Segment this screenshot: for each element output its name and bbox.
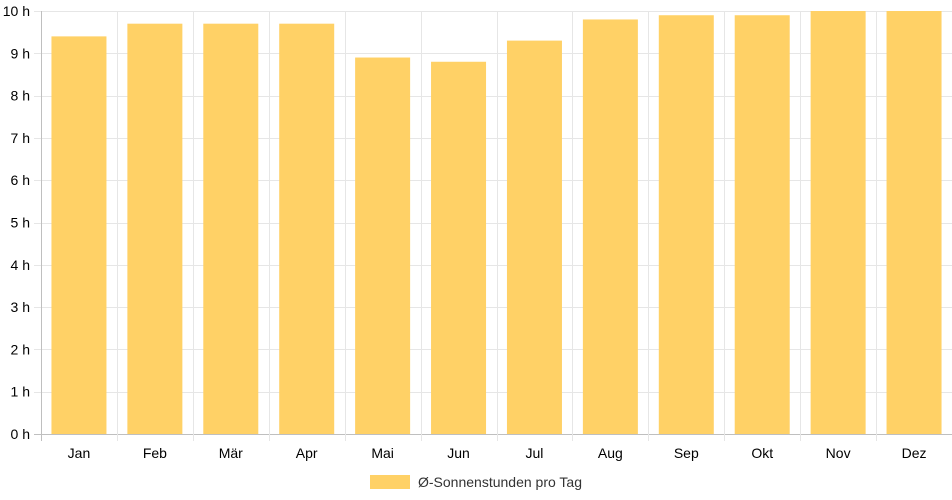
bar-mai[interactable] bbox=[355, 57, 411, 434]
y-tick-label: 4 h bbox=[11, 257, 30, 273]
x-tick-label: Mär bbox=[219, 445, 243, 461]
grid-lines bbox=[34, 11, 952, 441]
x-tick-label: Sep bbox=[674, 445, 699, 461]
bar-nov[interactable] bbox=[810, 11, 866, 434]
bar-sep[interactable] bbox=[658, 15, 714, 434]
bars bbox=[51, 11, 942, 435]
bar-jan[interactable] bbox=[51, 36, 107, 434]
bar-jul[interactable] bbox=[506, 40, 562, 435]
x-tick-label: Jul bbox=[526, 445, 544, 461]
y-tick-label: 0 h bbox=[11, 426, 30, 442]
y-tick-label: 7 h bbox=[11, 130, 30, 146]
x-tick-label: Apr bbox=[296, 445, 318, 461]
bar-feb[interactable] bbox=[127, 23, 183, 434]
bar-apr[interactable] bbox=[279, 23, 335, 434]
x-tick-label: Aug bbox=[598, 445, 623, 461]
legend-label[interactable]: Ø-Sonnenstunden pro Tag bbox=[418, 474, 582, 490]
x-tick-label: Nov bbox=[826, 445, 851, 461]
bar-mär[interactable] bbox=[203, 23, 259, 434]
x-axis-tick-labels: Jan Feb Mär Apr Mai Jun Jul Aug Sep Okt Nov Dez bbox=[68, 445, 927, 461]
legend[interactable]: Ø-Sonnenstunden pro Tag bbox=[370, 474, 582, 490]
y-tick-label: 1 h bbox=[11, 384, 30, 400]
bar-okt[interactable] bbox=[734, 15, 790, 434]
y-tick-label: 10 h bbox=[3, 3, 30, 19]
x-tick-label: Mai bbox=[371, 445, 394, 461]
x-tick-label: Dez bbox=[902, 445, 927, 461]
x-tick-label: Okt bbox=[751, 445, 773, 461]
x-tick-label: Feb bbox=[143, 445, 167, 461]
y-tick-label: 2 h bbox=[11, 341, 30, 357]
y-tick-label: 8 h bbox=[11, 88, 30, 104]
x-tick-label: Jun bbox=[447, 445, 470, 461]
y-tick-label: 6 h bbox=[11, 172, 30, 188]
bar-jun[interactable] bbox=[431, 61, 487, 434]
y-tick-label: 5 h bbox=[11, 215, 30, 231]
y-axis-tick-labels: 0 h 1 h 2 h 3 h 4 h 5 h 6 h 7 h 8 h 9 h 10 h bbox=[3, 3, 30, 442]
legend-swatch[interactable] bbox=[370, 475, 410, 489]
bar-aug[interactable] bbox=[582, 19, 638, 435]
y-tick-label: 3 h bbox=[11, 299, 30, 315]
x-tick-label: Jan bbox=[68, 445, 91, 461]
y-tick-label: 9 h bbox=[11, 45, 30, 61]
bar-dez[interactable] bbox=[886, 11, 942, 434]
